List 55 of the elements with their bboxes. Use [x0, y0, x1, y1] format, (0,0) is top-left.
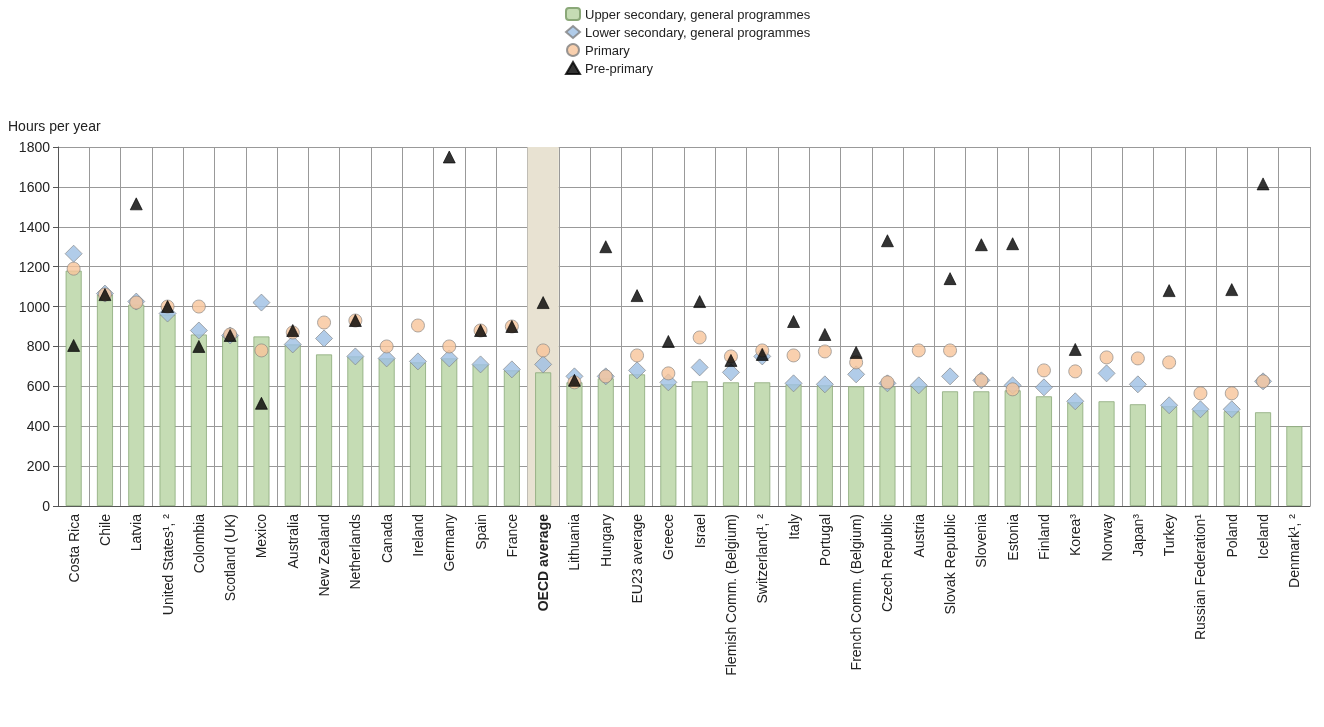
legend-label: Upper secondary, general programmes [585, 6, 811, 22]
y-tick-label: 1200 [18, 258, 51, 275]
x-tick-label: Lithuania [566, 513, 583, 571]
y-axis-title: Hours per year [8, 118, 101, 134]
x-tick-label: Canada [378, 513, 395, 564]
y-tick-label: 1600 [18, 178, 51, 195]
x-tick-label: Austria [910, 513, 927, 558]
legend-label: Pre-primary [585, 60, 654, 76]
x-tick-label: France [503, 513, 520, 558]
x-tick-label: Scotland (UK) [222, 514, 239, 602]
x-tick-label: Finland [1035, 514, 1052, 560]
x-tick-label: Israel [691, 514, 708, 549]
x-tick-label: Japan³ [1129, 513, 1146, 557]
x-tick-label: Norway [1098, 514, 1115, 562]
x-tick-label: Australia [284, 513, 301, 569]
x-tick-label: Latvia [128, 513, 145, 552]
x-tick-label: Czech Republic [879, 514, 896, 613]
x-tick-label: Estonia [1004, 513, 1021, 561]
x-tick-label: Slovenia [973, 513, 990, 568]
x-tick-label: Greece [660, 513, 677, 560]
x-tick-label: Colombia [190, 513, 207, 574]
legend-label: Lower secondary, general programmes [585, 24, 811, 40]
x-tick-label: Germany [441, 514, 458, 572]
x-tick-label: OECD average [535, 513, 552, 612]
y-tick-label: 800 [26, 338, 51, 355]
x-tick-label: Ireland [409, 514, 426, 557]
y-tick-label: 200 [26, 458, 51, 475]
y-tick-label: 600 [26, 378, 51, 395]
x-tick-label: EU23 average [629, 513, 646, 604]
x-tick-label: New Zealand [316, 514, 333, 597]
y-tick-label: 400 [26, 418, 51, 435]
x-tick-label: Italy [785, 514, 802, 540]
y-tick-label: 1000 [18, 298, 51, 315]
x-tick-label: Poland [1223, 514, 1240, 558]
x-tick-label: Mexico [253, 513, 270, 559]
x-tick-label: Iceland [1255, 514, 1272, 560]
x-tick-label: United States¹, ² [159, 513, 176, 616]
x-tick-label: French Comm. (Belgium) [848, 514, 865, 671]
x-tick-label: Spain [472, 514, 489, 550]
x-tick-label: Costa Rica [65, 513, 82, 583]
x-tick-label: Switzerland¹, ² [754, 513, 771, 604]
x-tick-label: Netherlands [347, 514, 364, 590]
x-tick-label: Chile [96, 513, 113, 546]
x-tick-label: Slovak Republic [942, 514, 959, 615]
x-tick-label: Turkey [1161, 514, 1178, 557]
y-tick-label: 1800 [18, 139, 51, 155]
x-tick-label: Portugal [816, 514, 833, 567]
x-tick-label: Hungary [597, 514, 614, 567]
x-tick-label: Flemish Comm. (Belgium) [722, 514, 739, 676]
legend-label: Primary [585, 42, 631, 58]
x-tick-label: Russian Federation¹ [1192, 513, 1209, 641]
x-tick-label: Denmark¹, ² [1286, 513, 1303, 588]
x-tick-label: Korea³ [1067, 513, 1084, 557]
y-tick-label: 0 [42, 498, 51, 514]
y-tick-label: 1400 [18, 218, 51, 235]
